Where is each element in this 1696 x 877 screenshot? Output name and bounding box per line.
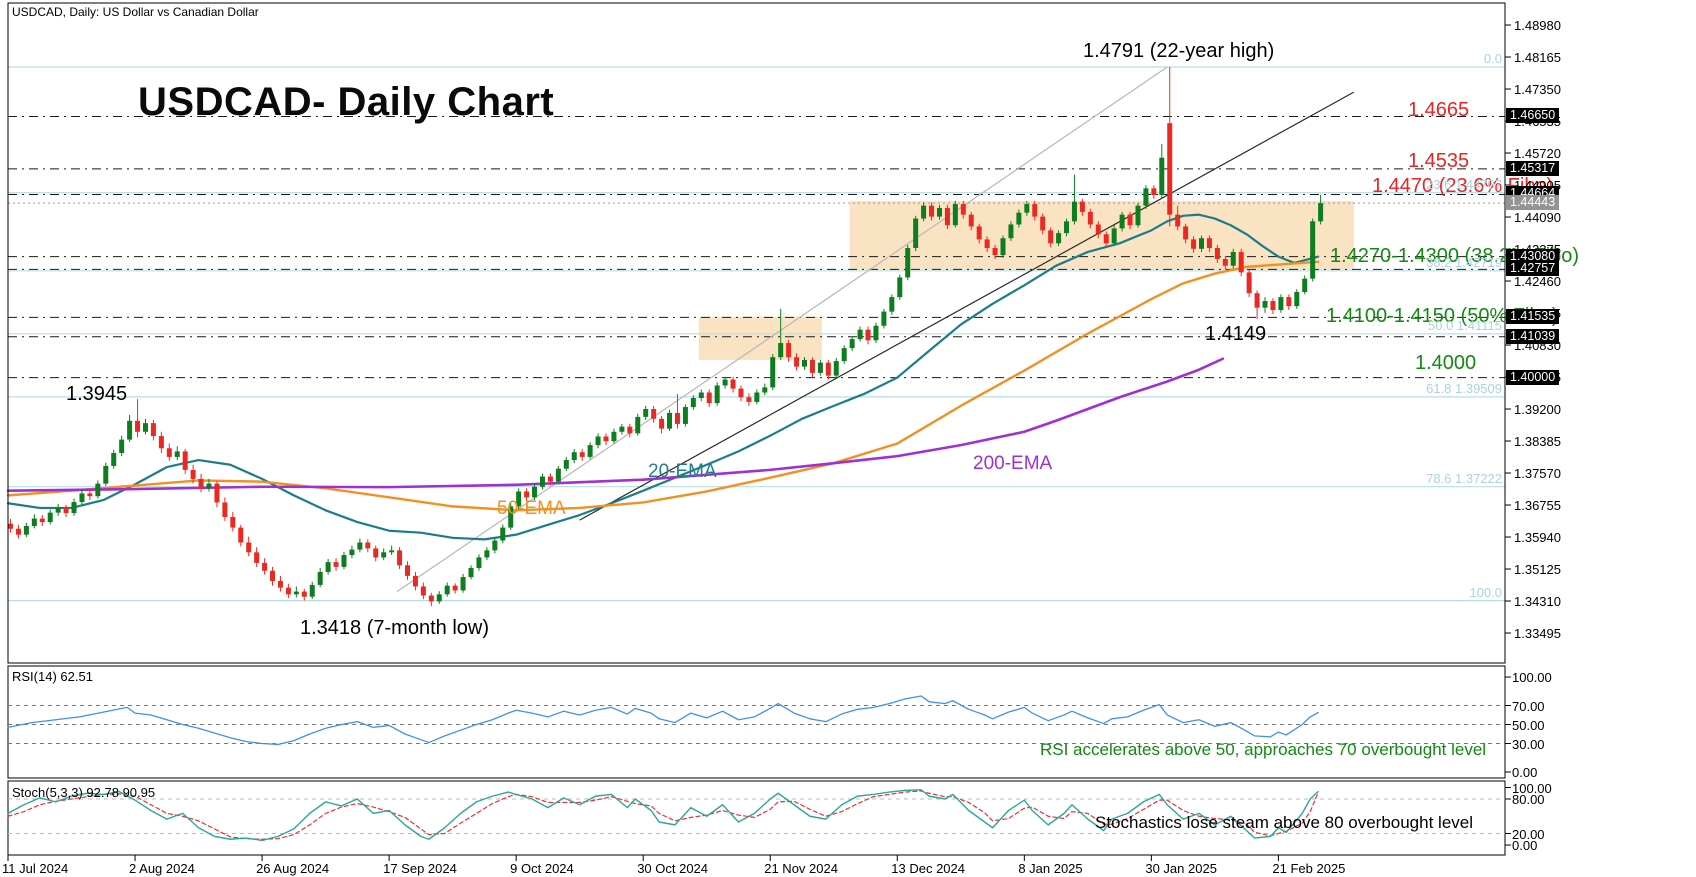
price-tick-1.35940: 1.35940 [1514, 530, 1561, 545]
stoch-panel-border [7, 780, 1506, 856]
date-label-30-Oct-2024: 30 Oct 2024 [637, 861, 709, 876]
price-badge-1.41039: 1.41039 [1506, 328, 1560, 344]
price-tick-1.34310: 1.34310 [1514, 594, 1561, 609]
ema50-line [6, 260, 1320, 512]
rsi-tick-100.00: 100.00 [1512, 670, 1552, 685]
date-label-11-Jul-2024: 11 Jul 2024 [2, 861, 69, 876]
price-badge-1.45317: 1.45317 [1506, 160, 1560, 176]
rsi-header: RSI(14) 62.51 [12, 669, 93, 684]
date-label-13-Dec-2024: 13 Dec 2024 [891, 861, 965, 876]
ema200-label: 200-EMA [973, 453, 1053, 474]
date-label-9-Oct-2024: 9 Oct 2024 [510, 861, 574, 876]
stoch-header: Stoch(5,3,3) 92.78 90.95 [12, 785, 156, 800]
rsi-tick-0.00: 0.00 [1512, 765, 1538, 780]
candlestick-series [1318, 203, 1324, 222]
price-badge-1.44443: 1.44443 [1506, 195, 1560, 211]
date-label-21-Nov-2024: 21 Nov 2024 [764, 861, 838, 876]
date-label-2-Aug-2024: 2 Aug 2024 [129, 861, 195, 876]
date-label-8-Jan-2025: 8 Jan 2025 [1018, 861, 1083, 876]
rsi-tick-70.00: 70.00 [1512, 698, 1545, 714]
rsi-tick-30.00: 30.00 [1512, 736, 1545, 752]
resistance-level-1: 1.4665 [1408, 99, 1470, 121]
symbol-header: USDCAD, Daily: US Dollar vs Canadian Dol… [12, 5, 259, 19]
rsi-line [7, 695, 1319, 746]
price-tick-1.38385: 1.38385 [1514, 434, 1561, 449]
stoch-tick-80.00: 80.00 [1512, 792, 1545, 807]
fibo-label-50.0: 50.0 1.41115 [1428, 317, 1502, 333]
main-panel-border [7, 2, 1506, 664]
trendline-1 [396, 66, 1168, 593]
ema20-label: 20-EMA [648, 461, 717, 482]
fibo-label-0.0: 0.0 [1483, 51, 1502, 66]
rsi-annotation: RSI accelerates above 50, approaches 70 … [1040, 740, 1487, 759]
price-tick-1.33495: 1.33495 [1514, 626, 1561, 641]
price-tick-1.36755: 1.36755 [1514, 498, 1561, 513]
price-tick-1.47350: 1.47350 [1514, 82, 1561, 97]
price-tick-1.39200: 1.39200 [1514, 402, 1561, 417]
support-level-3: 1.4000 [1415, 352, 1477, 374]
price-badge-1.43080: 1.43080 [1506, 248, 1560, 264]
price-badge-1.40000: 1.40000 [1506, 369, 1560, 385]
annotation-22-year-high: 1.4791 (22-year high) [1083, 40, 1275, 62]
fibo-label-78.6: 78.6 1.37222 [1426, 470, 1502, 486]
price-tick-1.35125: 1.35125 [1514, 562, 1561, 577]
stoch-tick-20.00: 20.00 [1512, 826, 1545, 842]
resistance-level-2: 1.4535 [1408, 150, 1470, 172]
fibo-label-61.8: 61.8 1.39509 [1426, 380, 1502, 396]
annotation-aug-peak: 1.3945 [66, 383, 128, 405]
stoch-annotation: Stochastics lose steam above 80 overboug… [1095, 813, 1474, 832]
stoch-k-line [7, 789, 1319, 842]
date-label-30-Jan-2025: 30 Jan 2025 [1145, 861, 1217, 876]
date-label-21-Feb-2025: 21 Feb 2025 [1272, 861, 1346, 876]
ema50-label: 50-EMA [497, 498, 566, 519]
trendline-2 [579, 91, 1355, 521]
price-tick-1.45720: 1.45720 [1514, 146, 1561, 161]
fibo-label-100.0: 100.0 [1469, 584, 1502, 600]
price-badge-1.42757: 1.42757 [1506, 261, 1560, 277]
rsi-panel-border [7, 665, 1506, 779]
annotation-7-month-low: 1.3418 (7-month low) [300, 617, 489, 639]
price-tick-1.48165: 1.48165 [1514, 50, 1561, 65]
fibo-label-38.2: 38.2 1.42719 [1426, 254, 1502, 270]
price-tick-1.48980: 1.48980 [1514, 18, 1561, 33]
rsi-tick-50.00: 50.00 [1512, 717, 1545, 733]
annotation-feb-low: 1.4149 [1205, 323, 1267, 345]
price-tick-1.44090: 1.44090 [1514, 210, 1561, 225]
ema200-line [6, 357, 1225, 492]
stoch-tick-0.00: 0.00 [1512, 838, 1538, 853]
price-badge-1.41535: 1.41535 [1506, 309, 1560, 325]
chart-title-watermark: USDCAD- Daily Chart [138, 80, 555, 124]
date-label-26-Aug-2024: 26 Aug 2024 [256, 861, 330, 876]
date-label-17-Sep-2024: 17 Sep 2024 [383, 861, 457, 876]
stoch-tick-100.00: 100.00 [1512, 780, 1552, 796]
ema20-line [6, 213, 1320, 541]
highlight-zone-1 [698, 316, 822, 360]
price-badge-1.46650: 1.46650 [1506, 108, 1560, 124]
price-tick-1.42460: 1.42460 [1514, 274, 1561, 289]
price-tick-1.37570: 1.37570 [1514, 466, 1561, 481]
fibo-label-23.6: 23.6 1.44707 [1426, 176, 1502, 192]
support-level-2: 1.4100-1.4150 (50% Fibo) [1326, 305, 1559, 327]
